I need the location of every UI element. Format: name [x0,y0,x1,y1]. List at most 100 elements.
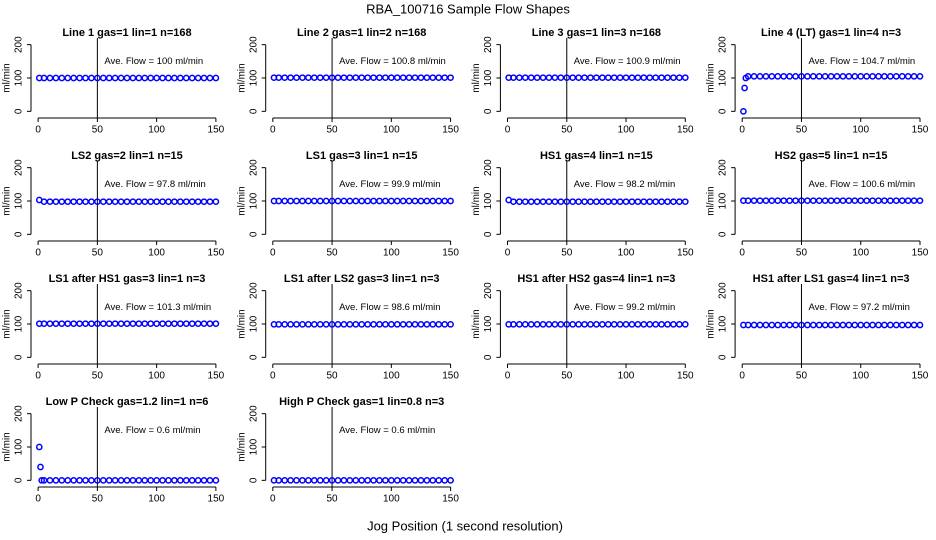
y-axis-label: ml/min [2,309,13,338]
data-point [38,476,46,484]
x-tick-label: 50 [327,494,339,505]
x-tick-label: 50 [796,125,808,136]
x-tick-label: 150 [208,248,225,259]
x-tick-label: 100 [148,494,165,505]
y-tick-label: 0 [14,231,25,237]
y-axis-label: ml/min [236,63,247,92]
data-point [447,74,454,82]
x-tick-label: 150 [442,248,459,259]
panel: HS2 gas=5 lin=1 n=15 0 50 100 150 0 100 200ml/m… [706,150,929,259]
x-tick-label: 150 [912,371,929,382]
y-tick-label: 0 [718,231,729,237]
x-tick-label: 0 [270,125,276,136]
x-tick-label: 0 [35,371,41,382]
annotation: Ave. Flow = 97.2 ml/min [808,302,909,313]
x-tick-label: 0 [270,248,276,259]
y-tick-label: 0 [718,354,729,360]
panel-title: High P Check gas=1 lin=0.8 n=3 [279,396,444,408]
annotation: Ave. Flow = 97.8 ml/min [104,179,205,190]
data-point [212,320,220,328]
panel: HS1 gas=4 lin=1 n=15 0 50 100 150 0 100 200ml/m… [471,150,694,259]
y-tick-label: 100 [248,315,259,332]
x-tick-label: 0 [35,125,41,136]
x-tick-label: 0 [35,494,41,505]
y-axis-label: ml/min [471,309,482,338]
data-point [681,320,689,328]
y-tick-label: 200 [718,36,729,53]
y-tick-label: 200 [718,282,729,299]
x-tick-label: 50 [796,371,808,382]
y-tick-label: 0 [248,354,259,360]
panel: LS2 gas=2 lin=1 n=15 0 50 100 150 0 100 200ml/m… [2,150,225,259]
y-tick-label: 100 [483,192,494,209]
y-tick-label: 200 [14,36,25,53]
y-tick-label: 100 [718,192,729,209]
y-tick-label: 100 [248,69,259,86]
y-axis-label: ml/min [2,63,13,92]
y-tick-label: 0 [248,477,259,483]
annotation: Ave. Flow = 100.9 ml/min [574,56,681,67]
y-axis-label: ml/min [236,309,247,338]
panel: Line 2 gas=1 lin=2 n=168 0 50 100 150 0 100 200… [236,27,459,136]
y-tick-label: 100 [248,438,259,455]
y-tick-label: 200 [483,159,494,176]
panel-title: LS1 gas=3 lin=1 n=15 [306,150,418,162]
y-tick-label: 100 [248,192,259,209]
x-tick-label: 50 [92,125,104,136]
x-tick-label: 100 [852,248,869,259]
x-tick-label: 50 [561,125,573,136]
x-tick-label: 0 [505,248,511,259]
panel: LS1 after HS1 gas=3 lin=1 n=3 0 50 100 150 0 1… [2,273,225,382]
x-tick-label: 100 [618,371,635,382]
y-axis-label: ml/min [706,309,717,338]
y-tick-label: 200 [248,405,259,422]
y-axis-label: ml/min [2,186,13,215]
annotation: Ave. Flow = 100 ml/min [104,56,203,67]
panel-title: HS1 after LS1 gas=4 lin=1 n=3 [753,273,910,285]
panel-title: LS1 after HS1 gas=3 lin=1 n=3 [49,273,206,285]
data-point [916,321,924,329]
y-tick-label: 200 [14,282,25,299]
x-tick-label: 50 [92,248,104,259]
x-tick-label: 150 [442,371,459,382]
panel: High P Check gas=1 lin=0.8 n=3 0 50 100 150 0… [236,396,459,505]
x-tick-label: 150 [208,371,225,382]
y-axis-label: ml/min [706,186,717,215]
x-tick-label: 0 [505,371,511,382]
panel: Line 4 (LT) gas=1 lin=4 n=3 0 50 100 150 0 100… [706,27,929,136]
annotation: Ave. Flow = 99.2 ml/min [574,302,675,313]
x-tick-label: 100 [383,494,400,505]
y-axis-label: ml/min [471,63,482,92]
x-tick-label: 0 [505,125,511,136]
annotation: Ave. Flow = 98.6 ml/min [339,302,440,313]
x-tick-label: 0 [739,371,745,382]
annotation: Ave. Flow = 104.7 ml/min [808,56,915,67]
y-tick-label: 200 [483,282,494,299]
y-tick-label: 100 [14,69,25,86]
x-tick-label: 100 [148,125,165,136]
data-point [212,74,220,82]
x-tick-label: 150 [208,125,225,136]
y-tick-label: 100 [718,315,729,332]
annotation: Ave. Flow = 0.6 ml/min [339,425,435,436]
x-tick-label: 100 [852,125,869,136]
panel-title: Line 4 (LT) gas=1 lin=4 n=3 [761,27,901,39]
y-tick-label: 100 [14,438,25,455]
x-tick-label: 150 [208,494,225,505]
x-tick-label: 100 [148,248,165,259]
x-tick-label: 150 [912,248,929,259]
y-tick-label: 100 [718,69,729,86]
x-tick-label: 100 [383,125,400,136]
y-tick-label: 200 [718,159,729,176]
x-tick-label: 50 [561,248,573,259]
y-tick-label: 200 [248,36,259,53]
y-tick-label: 200 [248,159,259,176]
x-tick-label: 100 [383,248,400,259]
data-point [212,198,220,206]
y-axis-label: ml/min [236,432,247,461]
x-tick-label: 150 [442,125,459,136]
data-point [37,463,44,471]
x-tick-label: 50 [92,494,104,505]
data-point [681,198,689,206]
